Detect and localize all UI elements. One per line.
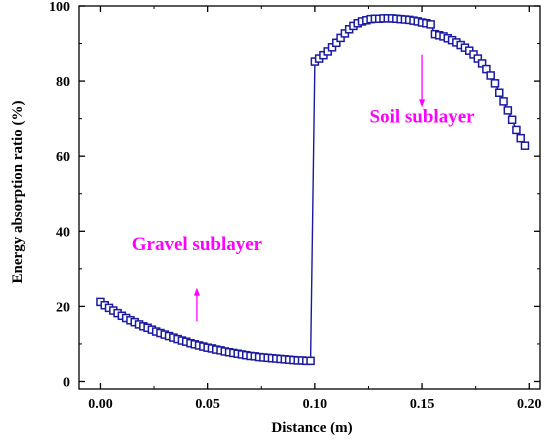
x-tick-label: 0.10 [303,397,328,412]
data-point [512,125,521,135]
data-point [332,38,341,48]
y-tick-label: 20 [56,300,70,315]
data-point [306,356,315,366]
data-point [327,43,337,52]
annotation-label: Soil sublayer [370,106,476,127]
data-point [503,106,513,115]
annotations: Gravel sublayer Soil sublayer [132,54,476,322]
axis-ticks [79,5,540,389]
x-tick-label: 0.00 [88,397,113,412]
data-point [426,20,435,29]
y-tick-label: 40 [56,225,70,240]
data-point [499,97,508,106]
data-point [507,115,517,125]
plot-frame [78,5,541,390]
x-tick-labels: 0.00 0.05 0.10 0.15 0.20 [88,397,541,412]
data-point [473,54,483,63]
annotation-arrowhead [419,99,426,108]
data-point [516,133,525,143]
data-point [486,71,495,80]
x-tick-label: 0.05 [195,397,220,412]
x-tick-label: 0.20 [517,397,542,412]
y-tick-label: 60 [56,150,70,165]
x-tick-label: 0.15 [410,397,435,412]
y-tick-label: 0 [63,375,70,390]
data-point [482,64,491,74]
annotation-label: Gravel sublayer [132,234,263,255]
data-series [96,14,530,366]
x-axis-label: Distance (m) [271,420,352,436]
data-point [520,141,530,150]
series-line [99,17,526,362]
data-point [477,59,487,68]
y-tick-label: 80 [56,75,70,90]
data-point [495,88,504,97]
y-tick-label: 100 [49,0,70,15]
data-point [336,33,345,43]
annotation-arrowhead [193,287,200,296]
y-axis-label: Energy absorption ratio (%) [10,101,26,284]
y-tick-labels: 0 20 40 60 80 100 [49,0,70,390]
data-point [490,79,500,88]
